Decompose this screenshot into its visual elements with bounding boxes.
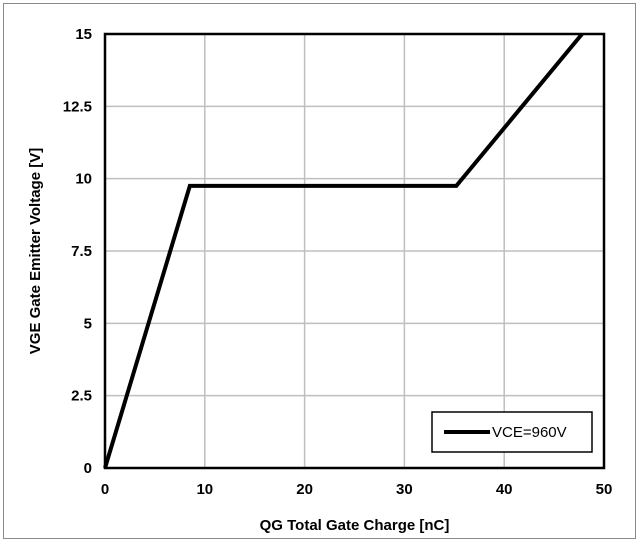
tick-labels: 0 10 20 30 40 50 0 2.5 5 7.5 10 12.5 15 — [63, 26, 613, 498]
y-axis-title: VGE Gate Emitter Voltage [V] — [27, 148, 44, 354]
y-tick-label: 15 — [75, 26, 92, 43]
y-tick-label: 12.5 — [63, 98, 92, 115]
y-tick-label: 10 — [75, 171, 92, 188]
x-tick-label: 20 — [296, 481, 313, 498]
plot-area-border — [103, 32, 606, 470]
series-line-0 — [103, 32, 584, 469]
y-tick-label: 7.5 — [71, 243, 92, 260]
x-tick-label: 0 — [101, 481, 109, 498]
x-axis-title: QG Total Gate Charge [nC] — [260, 517, 450, 534]
y-tick-label: 5 — [84, 315, 92, 332]
x-tick-label: 50 — [596, 481, 613, 498]
x-tick-label: 10 — [196, 481, 213, 498]
y-tick-label: 0 — [84, 460, 92, 477]
x-tick-label: 30 — [396, 481, 413, 498]
legend: VCE=960V — [431, 411, 593, 453]
x-tick-label: 40 — [496, 481, 513, 498]
y-tick-label: 2.5 — [71, 388, 92, 405]
legend-label-vce-960v: VCE=960V — [492, 424, 567, 441]
series-lines — [103, 32, 584, 469]
